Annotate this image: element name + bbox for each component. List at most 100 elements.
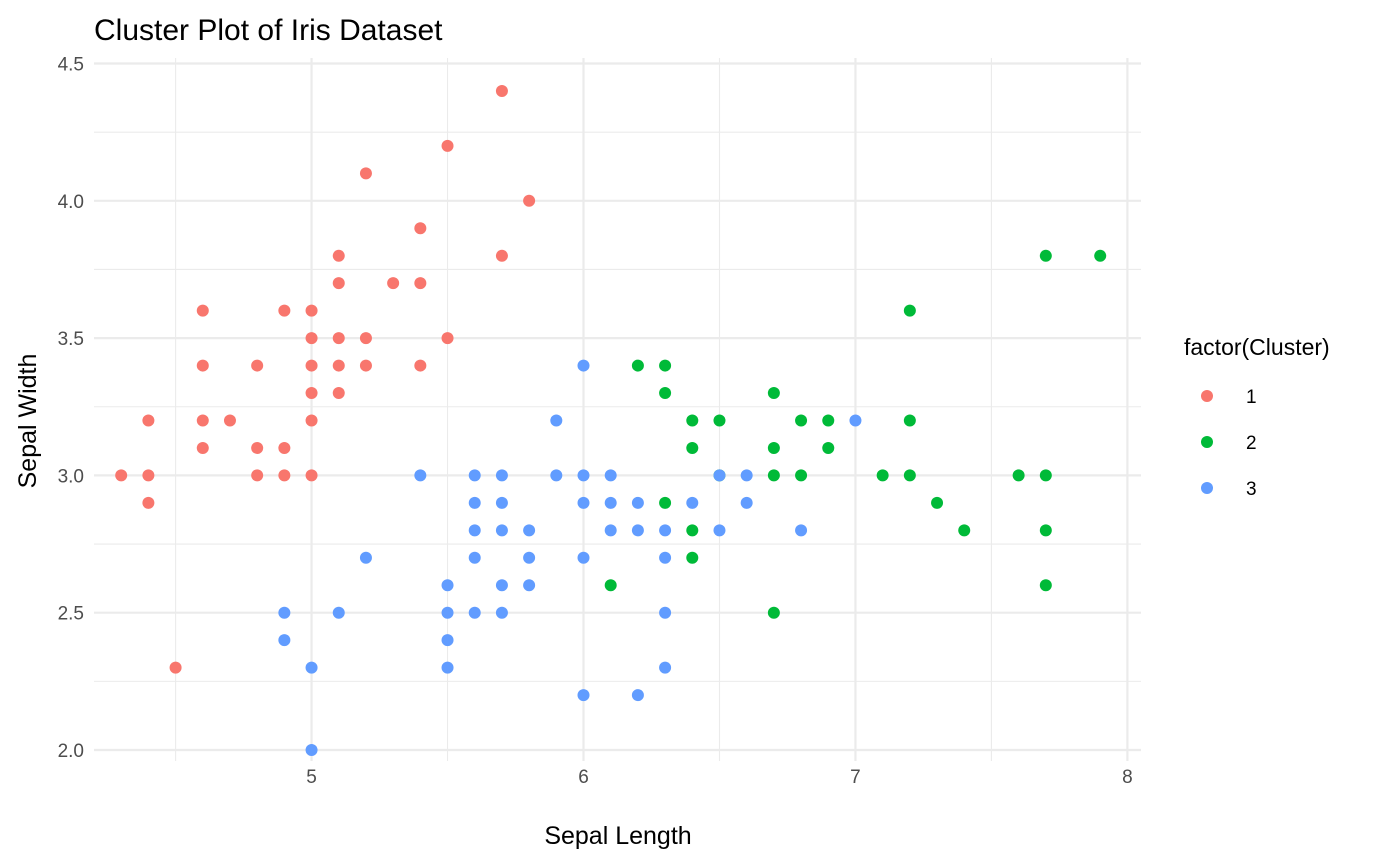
data-point-cluster-2: [631, 359, 644, 372]
data-point-cluster-2: [903, 414, 916, 427]
legend-label: 2: [1246, 433, 1257, 454]
data-point-cluster-3: [441, 661, 454, 674]
data-point-cluster-3: [441, 579, 454, 592]
data-point-cluster-2: [659, 496, 672, 509]
data-point-cluster-1: [305, 359, 318, 372]
data-point-cluster-1: [169, 661, 182, 674]
data-point-cluster-1: [332, 332, 345, 345]
data-point-cluster-1: [441, 139, 454, 152]
data-point-cluster-2: [767, 606, 780, 619]
data-point-cluster-3: [523, 524, 536, 537]
data-point-cluster-1: [332, 387, 345, 400]
data-point-cluster-3: [659, 606, 672, 619]
data-point-cluster-2: [958, 524, 971, 537]
data-point-cluster-1: [251, 469, 264, 482]
data-point-cluster-2: [767, 469, 780, 482]
data-point-cluster-2: [686, 414, 699, 427]
data-point-cluster-3: [740, 469, 753, 482]
data-point-cluster-3: [495, 579, 508, 592]
y-tick-label: 4.5: [58, 54, 84, 75]
data-point-cluster-1: [414, 277, 427, 290]
data-point-cluster-1: [142, 469, 155, 482]
data-point-cluster-1: [332, 359, 345, 372]
data-point-cluster-3: [468, 551, 481, 564]
data-point-cluster-1: [332, 249, 345, 262]
data-point-cluster-1: [251, 441, 264, 454]
data-point-cluster-3: [468, 524, 481, 537]
y-tick-label: 2.0: [58, 741, 84, 762]
data-point-cluster-1: [305, 332, 318, 345]
data-point-cluster-2: [604, 579, 617, 592]
data-point-cluster-1: [142, 496, 155, 509]
data-point-cluster-1: [523, 194, 536, 207]
data-point-cluster-3: [414, 469, 427, 482]
legend-title: factor(Cluster): [1184, 334, 1330, 360]
legend-key-2: [1201, 436, 1213, 448]
data-point-cluster-1: [305, 387, 318, 400]
data-point-cluster-1: [495, 249, 508, 262]
data-point-cluster-1: [332, 277, 345, 290]
y-tick-label: 3.0: [58, 466, 84, 487]
data-points: [115, 84, 1107, 757]
data-point-cluster-3: [305, 744, 318, 757]
data-point-cluster-2: [1039, 469, 1052, 482]
legend-label: 1: [1246, 387, 1257, 408]
data-point-cluster-3: [577, 359, 590, 372]
grid: [94, 58, 1141, 761]
data-point-cluster-1: [359, 332, 372, 345]
y-tick-label: 2.5: [58, 604, 84, 625]
data-point-cluster-1: [142, 414, 155, 427]
y-axis-title: Sepal Width: [14, 354, 42, 489]
data-point-cluster-2: [822, 441, 835, 454]
data-point-cluster-1: [196, 441, 209, 454]
data-point-cluster-1: [115, 469, 128, 482]
legend: factor(Cluster) 1 2 3: [1184, 334, 1330, 500]
data-point-cluster-3: [550, 469, 563, 482]
data-point-cluster-3: [332, 606, 345, 619]
data-point-cluster-3: [495, 606, 508, 619]
data-point-cluster-3: [305, 661, 318, 674]
data-point-cluster-3: [604, 469, 617, 482]
data-point-cluster-2: [903, 304, 916, 317]
data-point-cluster-3: [631, 496, 644, 509]
data-point-cluster-1: [305, 304, 318, 317]
data-point-cluster-1: [196, 304, 209, 317]
legend-key-3: [1201, 482, 1213, 494]
data-point-cluster-3: [604, 524, 617, 537]
data-point-cluster-2: [659, 359, 672, 372]
data-point-cluster-2: [876, 469, 889, 482]
data-point-cluster-3: [495, 469, 508, 482]
data-point-cluster-2: [767, 441, 780, 454]
data-point-cluster-3: [550, 414, 563, 427]
data-point-cluster-3: [495, 524, 508, 537]
data-point-cluster-2: [1012, 469, 1025, 482]
data-point-cluster-3: [631, 524, 644, 537]
data-point-cluster-3: [523, 579, 536, 592]
data-point-cluster-2: [795, 414, 808, 427]
data-point-cluster-3: [468, 469, 481, 482]
data-point-cluster-2: [713, 414, 726, 427]
data-point-cluster-3: [278, 606, 291, 619]
data-point-cluster-3: [577, 496, 590, 509]
data-point-cluster-3: [631, 689, 644, 702]
data-point-cluster-3: [659, 661, 672, 674]
x-tick-label: 7: [850, 767, 861, 788]
data-point-cluster-2: [822, 414, 835, 427]
data-point-cluster-1: [495, 84, 508, 97]
data-point-cluster-1: [305, 414, 318, 427]
data-point-cluster-2: [931, 496, 944, 509]
data-point-cluster-2: [1039, 524, 1052, 537]
data-point-cluster-3: [713, 524, 726, 537]
x-tick-label: 6: [578, 767, 589, 788]
data-point-cluster-2: [686, 441, 699, 454]
data-point-cluster-1: [278, 469, 291, 482]
data-point-cluster-2: [686, 524, 699, 537]
data-point-cluster-1: [441, 332, 454, 345]
data-point-cluster-2: [903, 469, 916, 482]
data-point-cluster-1: [278, 304, 291, 317]
x-axis-title: Sepal Length: [544, 822, 691, 850]
data-point-cluster-3: [441, 606, 454, 619]
data-point-cluster-2: [1039, 579, 1052, 592]
x-tick-label: 8: [1122, 767, 1133, 788]
